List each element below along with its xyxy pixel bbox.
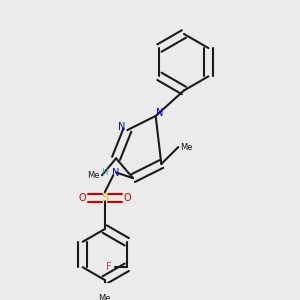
Text: Me: Me <box>181 142 193 152</box>
Text: Me: Me <box>98 294 111 300</box>
Text: N: N <box>156 108 164 118</box>
Text: S: S <box>101 193 108 203</box>
Text: N: N <box>118 122 125 132</box>
Text: O: O <box>78 193 86 203</box>
Text: O: O <box>124 193 131 203</box>
Text: N: N <box>112 167 120 178</box>
Text: Me: Me <box>87 171 100 180</box>
Text: F: F <box>106 262 111 272</box>
Text: H: H <box>102 168 108 177</box>
